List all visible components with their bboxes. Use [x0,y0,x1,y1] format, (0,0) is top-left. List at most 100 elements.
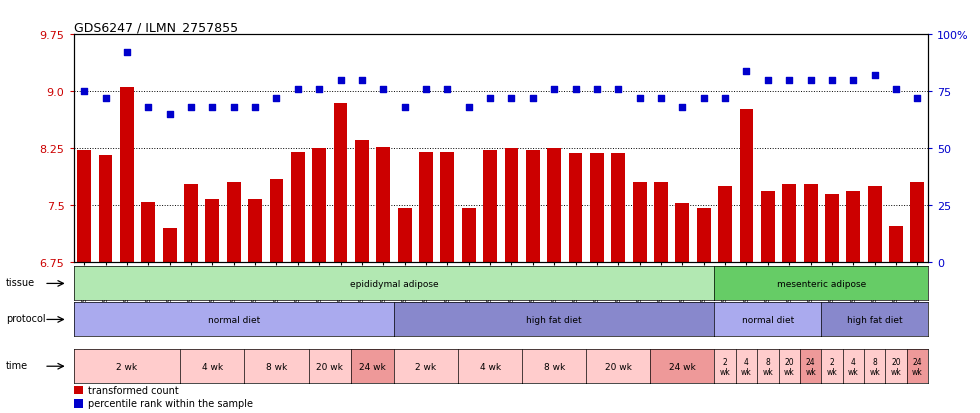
Point [888,86,904,93]
Point [98,95,114,102]
Text: 20
wk: 20 wk [891,357,902,376]
Bar [74,386,83,394]
Bar [760,192,775,262]
Text: epididymal adipose: epididymal adipose [350,279,438,288]
Bar [526,150,540,262]
Bar [163,228,176,262]
Point [739,68,755,75]
Bar [141,202,155,262]
Bar [633,183,647,262]
Text: 4
wk: 4 wk [741,357,752,376]
Bar [419,152,433,262]
Bar [718,187,732,262]
Bar [568,153,582,262]
Point [375,86,391,93]
Point [504,95,519,102]
Point [312,86,327,93]
Text: 20
wk: 20 wk [784,357,795,376]
Point [696,95,711,102]
Text: tissue: tissue [6,277,35,287]
Bar [547,149,562,262]
Text: 2
wk: 2 wk [826,357,837,376]
Text: high fat diet: high fat diet [847,315,903,324]
Text: GDS6247 / ILMN_2757855: GDS6247 / ILMN_2757855 [74,21,237,34]
Text: 8
wk: 8 wk [869,357,880,376]
Bar [697,209,710,262]
Bar [483,151,497,262]
Text: transformed count: transformed count [88,385,179,395]
Bar [505,149,518,262]
Bar [740,109,754,262]
Point [482,95,498,102]
Text: protocol: protocol [6,313,45,323]
Point [674,104,690,111]
Bar [867,187,882,262]
Point [632,95,648,102]
Text: normal diet: normal diet [208,315,260,324]
Point [440,86,456,93]
Bar [782,185,796,262]
Point [525,95,541,102]
Point [717,95,733,102]
Point [803,77,818,84]
Bar [398,209,412,262]
Text: 24 wk: 24 wk [669,362,696,371]
Point [589,86,605,93]
Bar [206,199,220,262]
Text: 8 wk: 8 wk [266,362,287,371]
Point [909,95,925,102]
Point [567,86,583,93]
Point [140,104,156,111]
Bar [333,103,348,262]
Point [611,86,626,93]
Bar [99,156,113,262]
Text: 20 wk: 20 wk [605,362,632,371]
Text: 2 wk: 2 wk [117,362,137,371]
Bar [120,88,134,262]
Point [547,86,563,93]
Point [120,50,135,57]
Point [183,104,199,111]
Bar [440,152,455,262]
Bar [313,149,326,262]
Bar [74,399,83,408]
Point [418,86,434,93]
Point [461,104,476,111]
Point [333,77,349,84]
Bar [355,141,368,262]
Point [247,104,263,111]
Bar [675,203,689,262]
Point [269,95,284,102]
Bar [847,192,860,262]
Text: 20 wk: 20 wk [317,362,343,371]
Bar [248,199,262,262]
Bar [226,183,241,262]
Text: normal diet: normal diet [742,315,794,324]
Bar [77,151,91,262]
Bar [376,147,390,262]
Point [225,104,241,111]
Point [846,77,861,84]
Bar [804,185,817,262]
Text: 24 wk: 24 wk [360,362,386,371]
Point [162,112,177,118]
Text: 4 wk: 4 wk [202,362,222,371]
Text: time: time [6,360,28,370]
Text: 2
wk: 2 wk [719,357,730,376]
Text: 4
wk: 4 wk [848,357,858,376]
Point [653,95,668,102]
Bar [612,153,625,262]
Text: 2 wk: 2 wk [416,362,436,371]
Text: mesenteric adipose: mesenteric adipose [776,279,866,288]
Text: 24
wk: 24 wk [806,357,816,376]
Text: 24
wk: 24 wk [912,357,923,376]
Text: high fat diet: high fat diet [526,315,582,324]
Bar [184,184,198,262]
Point [824,77,840,84]
Point [781,77,797,84]
Point [867,73,883,79]
Bar [889,227,903,262]
Text: 8
wk: 8 wk [762,357,773,376]
Bar [462,209,475,262]
Text: 8 wk: 8 wk [544,362,564,371]
